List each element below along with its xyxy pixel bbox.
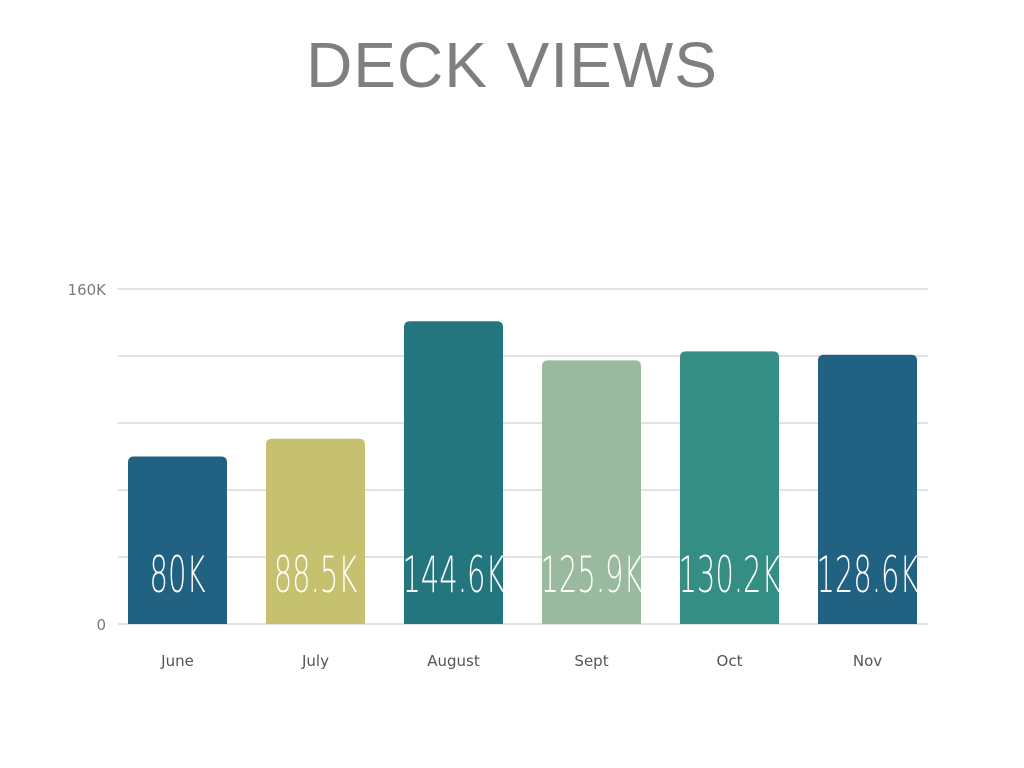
y-tick-label: 160K (68, 281, 108, 299)
x-tick-label: Nov (853, 652, 882, 670)
x-tick-label: Oct (717, 652, 743, 670)
y-tick-label: 0 (96, 616, 106, 634)
data-label: 80K (150, 546, 206, 605)
bar (404, 321, 503, 624)
data-label: 128.6K (816, 546, 918, 605)
data-label: 125.9K (540, 546, 642, 605)
data-label: 88.5K (274, 546, 358, 605)
bar (128, 456, 227, 624)
bar (266, 438, 365, 624)
bar (680, 351, 779, 624)
data-label: 144.6K (402, 546, 504, 605)
x-tick-label: August (427, 652, 480, 670)
x-tick-label: July (301, 652, 329, 670)
bar (818, 354, 917, 624)
x-tick-label: June (160, 652, 194, 670)
bar (542, 360, 641, 624)
chart-title: DECK VIEWS (306, 29, 718, 101)
x-tick-label: Sept (574, 652, 608, 670)
data-label: 130.2K (678, 546, 780, 605)
